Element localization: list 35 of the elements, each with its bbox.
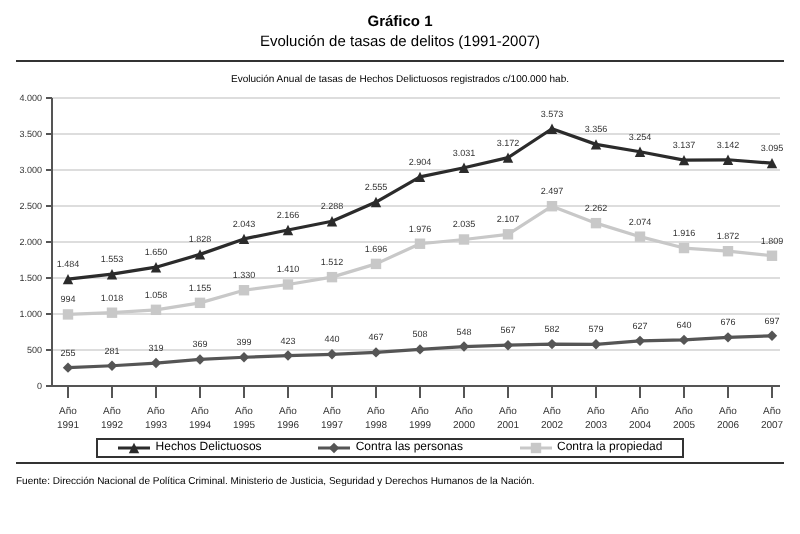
point <box>370 258 382 270</box>
point <box>590 217 602 229</box>
point <box>590 139 602 150</box>
point <box>194 297 206 309</box>
point <box>370 196 382 208</box>
point <box>106 268 118 280</box>
point <box>326 216 338 227</box>
point <box>326 271 338 283</box>
point <box>634 146 646 157</box>
point <box>766 250 778 261</box>
point <box>62 273 74 285</box>
point <box>150 262 162 273</box>
point <box>722 154 734 165</box>
point <box>722 246 734 257</box>
point <box>546 123 558 134</box>
point <box>634 231 646 242</box>
point <box>238 285 250 296</box>
point <box>414 238 426 249</box>
point <box>502 229 514 240</box>
point <box>282 279 294 290</box>
point <box>106 307 118 318</box>
point <box>766 157 778 169</box>
point <box>282 224 294 236</box>
point <box>502 152 514 163</box>
point <box>766 330 778 342</box>
point <box>546 201 558 212</box>
point <box>678 154 690 166</box>
point <box>458 162 470 173</box>
point <box>62 309 74 320</box>
point <box>238 233 250 245</box>
point <box>194 249 206 260</box>
point <box>150 304 162 316</box>
point <box>458 234 470 245</box>
point <box>678 242 690 254</box>
point <box>414 171 426 183</box>
